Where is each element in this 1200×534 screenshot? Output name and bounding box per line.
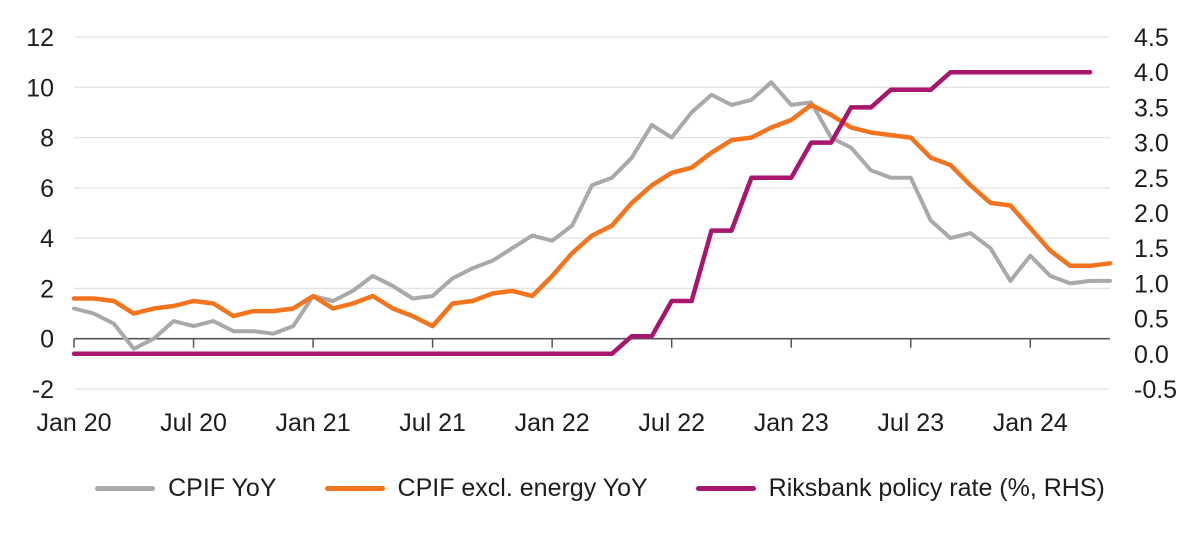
- legend-swatch-cpif-yoy: [95, 485, 156, 491]
- left-axis-label: 0: [40, 326, 54, 354]
- right-axis-label: 0.0: [1134, 341, 1169, 369]
- left-axis-label: -2: [32, 376, 54, 404]
- cpif-yoy-line: [72, 80, 1112, 351]
- legend-swatch-riksbank-policy-rate: [695, 485, 756, 491]
- legend-item-cpif-excl-energy: CPIF excl. energy YoY: [324, 473, 648, 503]
- right-axis-label: 4.5: [1134, 24, 1169, 52]
- x-axis-label: Jan 20: [36, 409, 111, 437]
- x-axis-label: Jan 24: [993, 409, 1068, 437]
- x-axis-label: Jan 23: [754, 409, 829, 437]
- right-axis-label: 1.0: [1134, 270, 1169, 298]
- x-axis-label: Jul 22: [638, 409, 705, 437]
- legend-label-riksbank-policy-rate: Riksbank policy rate (%, RHS): [768, 473, 1105, 502]
- left-axis-label: 8: [40, 125, 54, 153]
- right-axis-label: 3.5: [1134, 94, 1169, 122]
- legend-label-cpif-yoy: CPIF YoY: [168, 473, 277, 502]
- x-axis-label: Jul 20: [160, 409, 227, 437]
- cpif-excl-energy-line: [71, 102, 1113, 329]
- riksbank-policy-rate-line: [71, 69, 1093, 357]
- x-axis-label: Jan 21: [276, 409, 351, 437]
- left-axis-label: 4: [40, 225, 54, 253]
- plot-area: 12 10 8 6 4 2 0 -2 4.5 4.0 3.5 3.0 2.5 2.0 1.5 1.0 0.5 0.…: [26, 24, 1177, 437]
- left-axis-label: 10: [26, 74, 54, 102]
- legend-label-cpif-excl-energy: CPIF excl. energy YoY: [397, 473, 648, 502]
- x-axis-label: Jul 21: [399, 409, 466, 437]
- right-axis-label: 4.0: [1134, 59, 1169, 87]
- x-axis-label: Jul 23: [877, 409, 944, 437]
- right-axis-label: 2.5: [1134, 165, 1169, 193]
- x-axis-label: Jan 22: [515, 409, 590, 437]
- right-axis-label: 2.0: [1134, 200, 1169, 228]
- left-axis-label: 2: [40, 275, 54, 303]
- right-axis-label: -0.5: [1134, 376, 1177, 404]
- legend-item-riksbank-policy-rate: Riksbank policy rate (%, RHS): [695, 473, 1105, 503]
- legend-swatch-cpif-excl-energy: [324, 485, 385, 491]
- legend-item-cpif-yoy: CPIF YoY: [95, 473, 277, 503]
- right-axis-label: 0.5: [1134, 306, 1169, 334]
- left-axis-label: 6: [40, 175, 54, 203]
- right-axis-label: 1.5: [1134, 235, 1169, 263]
- right-axis-label: 3.0: [1134, 130, 1169, 158]
- legend: CPIF YoY CPIF excl. energy YoY Riksbank …: [0, 472, 1200, 504]
- left-axis-label: 12: [26, 24, 54, 52]
